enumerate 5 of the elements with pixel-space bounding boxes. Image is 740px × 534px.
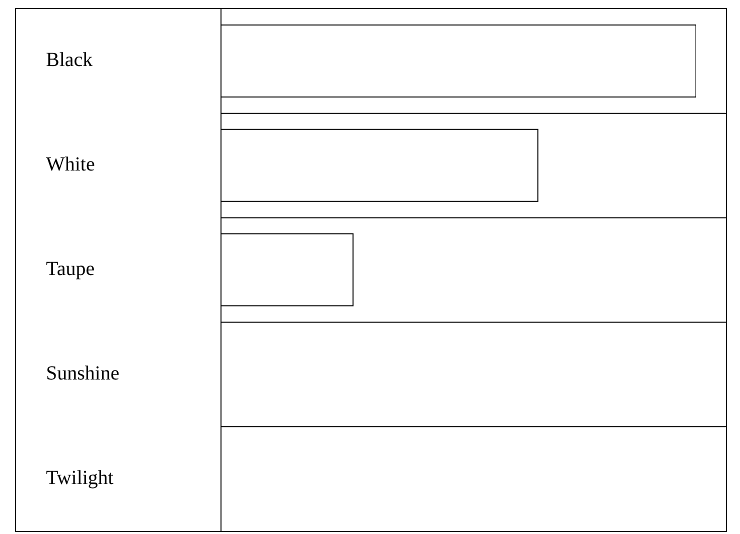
y-tick-label: Twilight xyxy=(46,466,114,489)
y-tick-label: White xyxy=(46,154,95,176)
y-tick-label: Sunshine xyxy=(46,362,120,384)
y-tick-label: Black xyxy=(46,49,93,72)
y-tick-label: Taupe xyxy=(46,258,95,280)
